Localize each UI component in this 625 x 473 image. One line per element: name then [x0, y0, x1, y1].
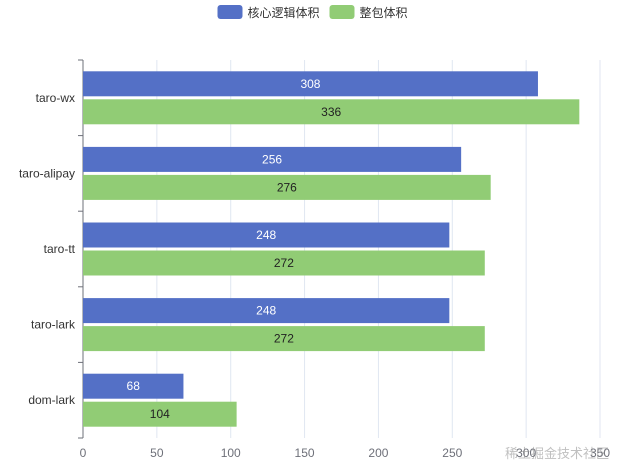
- data-label: 256: [262, 152, 282, 166]
- bar: [83, 174, 491, 200]
- data-label: 248: [256, 228, 276, 242]
- x-tick-label: 250: [442, 446, 462, 460]
- y-tick-label: dom-lark: [28, 393, 76, 407]
- x-tick-label: 50: [150, 446, 164, 460]
- bar: [83, 146, 462, 172]
- legend-swatch: [217, 5, 243, 19]
- y-tick-label: taro-wx: [36, 91, 75, 105]
- bar: [83, 99, 580, 125]
- y-tick-label: taro-tt: [44, 242, 76, 256]
- bar: [83, 373, 184, 399]
- data-label: 336: [321, 105, 341, 119]
- data-label: 104: [150, 407, 170, 421]
- bar: [83, 250, 485, 276]
- watermark: 稀土掘金技术社区: [504, 447, 609, 462]
- x-tick-label: 200: [368, 446, 388, 460]
- data-label: 272: [274, 256, 294, 270]
- x-tick-label: 100: [221, 446, 241, 460]
- data-label: 276: [277, 180, 297, 194]
- legend-label: 整包体积: [360, 5, 408, 20]
- data-label: 68: [127, 379, 141, 393]
- x-tick-label: 150: [295, 446, 315, 460]
- data-label: 308: [300, 77, 320, 91]
- bar: [83, 222, 450, 248]
- x-tick-label: 0: [80, 446, 87, 460]
- data-label: 248: [256, 304, 276, 318]
- x-tick-label: 300: [516, 446, 536, 460]
- y-tick-label: taro-alipay: [19, 166, 75, 180]
- legend-label: 核心逻辑体积: [248, 6, 320, 20]
- y-tick-label: taro-lark: [31, 318, 76, 332]
- data-label: 272: [274, 332, 294, 346]
- bar: [83, 298, 450, 324]
- legend-swatch: [329, 5, 355, 19]
- bar: [83, 71, 538, 97]
- bar: [83, 326, 485, 352]
- x-tick-label: 350: [590, 446, 610, 460]
- bar: [83, 401, 237, 427]
